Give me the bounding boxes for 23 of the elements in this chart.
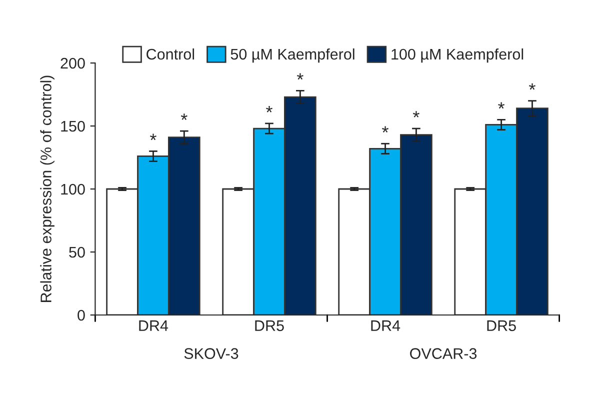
data-label: * [180,114,188,120]
data-label: * [266,106,272,112]
text: OVCAR-3 [410,348,477,359]
legend-label: Control [146,48,194,60]
text: SKOV-3 [184,348,238,359]
y-axis-title: Relative expression (% of control) [40,76,54,302]
legend-label: 50 µM Kaempferol [230,48,354,63]
x-tick-label: DR5 [487,320,516,332]
y-tick-label: 0 [78,310,85,321]
legend-label: 100 µM Kaempferol [392,48,524,63]
data-label: * [296,73,304,80]
x-tick-label: DR4 [371,320,400,331]
x-tick-label: DR5 [255,320,284,332]
x-tick-label: DR4 [139,320,168,331]
y-tick-label: 150 [61,120,85,132]
y-tick-label: 100 [61,184,85,195]
data-label: * [412,111,420,118]
y-tick-label: 50 [69,246,85,258]
data-label: * [382,126,388,133]
y-tick-label: 200 [60,58,85,69]
data-label: * [498,102,505,109]
data-label: * [529,83,536,90]
data-label: * [150,134,156,140]
